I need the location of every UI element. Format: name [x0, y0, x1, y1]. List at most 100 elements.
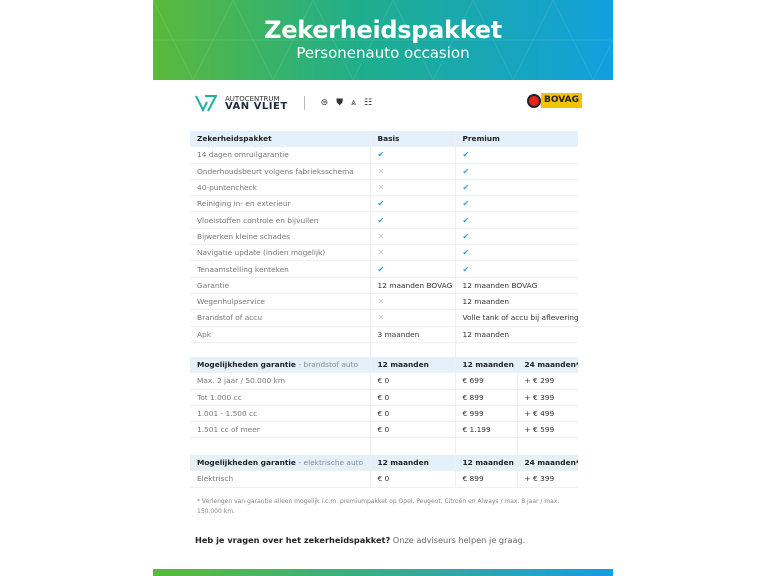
basis-cell: ✔	[369, 260, 455, 278]
check-icon: ✔	[377, 150, 385, 160]
price-cell: € 0	[369, 470, 455, 488]
premium-cell: ✔	[454, 244, 578, 262]
premium-cell: ✔	[454, 163, 578, 180]
footnote: * Verlengen van garantie alleen mogelijk…	[197, 498, 560, 515]
cross-icon: ✕	[377, 297, 385, 307]
table-row: Onderhoudsbeurt volgens fabrieksschema ✕ ✔	[190, 163, 578, 180]
premium-cell: 12 maanden	[454, 293, 578, 311]
column-header: 24 maanden*	[516, 357, 578, 374]
row-label: 1.001 - 1.500 cc	[190, 405, 370, 423]
brand-name: AUTOCENTRUM VAN VLIET	[225, 95, 288, 112]
cross-icon: ✕	[377, 248, 385, 258]
premium-cell: 12 maanden	[454, 326, 578, 343]
column-header: 24 maanden*	[516, 455, 578, 472]
table-title: Mogelijkheden garantie - elektrische aut…	[190, 455, 370, 472]
table-row: 14 dagen omruilgarantie ✔ ✔	[190, 146, 578, 164]
check-icon: ✔	[462, 166, 470, 176]
row-label: 14 dagen omruilgarantie	[190, 146, 370, 164]
header-banner: Zekerheidspakket Personenauto occasion	[153, 0, 613, 80]
price-cell: + € 399	[516, 389, 578, 406]
spacer-row	[190, 437, 578, 454]
row-label: Navigatie update (indien mogelijk)	[190, 244, 370, 262]
basis-cell: ✔	[369, 211, 455, 229]
dealer-logos: AUTOCENTRUM VAN VLIET ⊜ ⛊ ⩓ ☷	[195, 92, 372, 114]
check-icon: ✔	[462, 183, 470, 193]
spacer-cell	[369, 342, 455, 359]
table-row: 1.501 cc of meer € 0 € 1.199 + € 599	[190, 421, 578, 439]
basis-cell: ✕	[369, 309, 455, 327]
check-icon: ✔	[377, 215, 385, 225]
price-cell: + € 499	[516, 405, 578, 423]
basis-cell: 3 maanden	[369, 326, 455, 343]
table-row: Tenaamstelling kenteken ✔ ✔	[190, 260, 578, 278]
basis-cell: ✔	[369, 146, 455, 164]
price-cell: € 1.199	[454, 421, 517, 439]
row-label: Apk	[190, 326, 370, 343]
peugeot-logo-icon: ⛊	[336, 98, 343, 108]
cross-icon: ✕	[377, 313, 385, 323]
column-header: Basis	[369, 131, 455, 148]
cross-icon: ✕	[377, 166, 385, 176]
price-cell: € 999	[454, 405, 517, 423]
table-row: Elektrisch € 0 € 899 + € 399	[190, 470, 578, 488]
column-header: 12 maanden	[454, 357, 517, 374]
table-row: Garantie 12 maanden BOVAG 12 maanden BOVAG	[190, 277, 578, 294]
premium-cell: ✔	[454, 211, 578, 229]
electric-warranty-table: Mogelijkheden garantie - elektrische aut…	[190, 455, 578, 488]
row-label: Bijwerken kleine schades	[190, 228, 370, 246]
table-header-row: Mogelijkheden garantie - elektrische aut…	[190, 455, 578, 472]
table-row: Bijwerken kleine schades ✕ ✔	[190, 228, 578, 246]
triangle-pattern	[153, 0, 613, 80]
van-vliet-logo-icon	[195, 95, 217, 112]
bovag-logo: BOVAG	[527, 93, 582, 108]
basis-cell: ✕	[369, 163, 455, 180]
table-header-row: Zekerheidspakket Basis Premium	[190, 131, 578, 148]
premium-cell: ✔	[454, 179, 578, 197]
check-icon: ✔	[377, 264, 385, 274]
column-header: 12 maanden	[454, 455, 517, 472]
basis-cell: ✕	[369, 179, 455, 197]
column-header: Premium	[454, 131, 578, 148]
column-header: 12 maanden	[369, 455, 455, 472]
table-row: Navigatie update (indien mogelijk) ✕ ✔	[190, 244, 578, 262]
bovag-ring-icon	[527, 93, 541, 108]
row-label: 40-puntencheck	[190, 179, 370, 197]
row-label: Reiniging in- en exterieur	[190, 195, 370, 213]
price-cell: + € 599	[516, 421, 578, 439]
table-row: 40-puntencheck ✕ ✔	[190, 179, 578, 197]
price-cell: € 0	[369, 421, 455, 439]
price-cell: + € 299	[516, 372, 578, 390]
price-cell: + € 399	[516, 470, 578, 488]
price-cell: € 899	[454, 470, 517, 488]
page-title: Zekerheidspakket	[264, 16, 502, 44]
premium-cell: ✔	[454, 146, 578, 164]
premium-cell: Volle tank of accu bij aflevering	[454, 309, 578, 327]
price-cell: € 0	[369, 372, 455, 390]
row-label: Wegenhulpservice	[190, 293, 370, 311]
row-label: Max. 2 jaar / 50.000 km	[190, 372, 370, 390]
basis-cell: ✕	[369, 293, 455, 311]
premium-cell: 12 maanden BOVAG	[454, 277, 578, 294]
check-icon: ✔	[377, 199, 385, 209]
page-subtitle: Personenauto occasion	[296, 44, 470, 62]
column-header: Zekerheidspakket	[190, 131, 370, 148]
table-row: Brandstof of accu ✕ Volle tank of accu bij…	[190, 309, 578, 327]
price-cell: € 699	[454, 372, 517, 390]
spacer-cell	[454, 342, 578, 359]
citroen-logo-icon: ⩓	[350, 98, 357, 108]
table-row: Max. 2 jaar / 50.000 km € 0 € 699 + € 299	[190, 372, 578, 390]
fuel-warranty-table: Mogelijkheden garantie - brandstof auto 1…	[190, 357, 578, 454]
basis-cell: ✕	[369, 228, 455, 246]
premium-cell: ✔	[454, 260, 578, 278]
spacer-cell	[454, 437, 517, 454]
price-cell: € 899	[454, 389, 517, 406]
table-row: Tot 1.000 cc € 0 € 899 + € 399	[190, 389, 578, 406]
spacer-cell	[190, 438, 370, 454]
price-cell: € 0	[369, 389, 455, 406]
row-label: Elektrisch	[190, 470, 370, 488]
column-header: 12 maanden	[369, 357, 455, 374]
basis-cell: ✕	[369, 244, 455, 262]
cross-icon: ✕	[377, 183, 385, 193]
check-icon: ✔	[462, 248, 470, 258]
basis-cell: ✔	[369, 195, 455, 213]
